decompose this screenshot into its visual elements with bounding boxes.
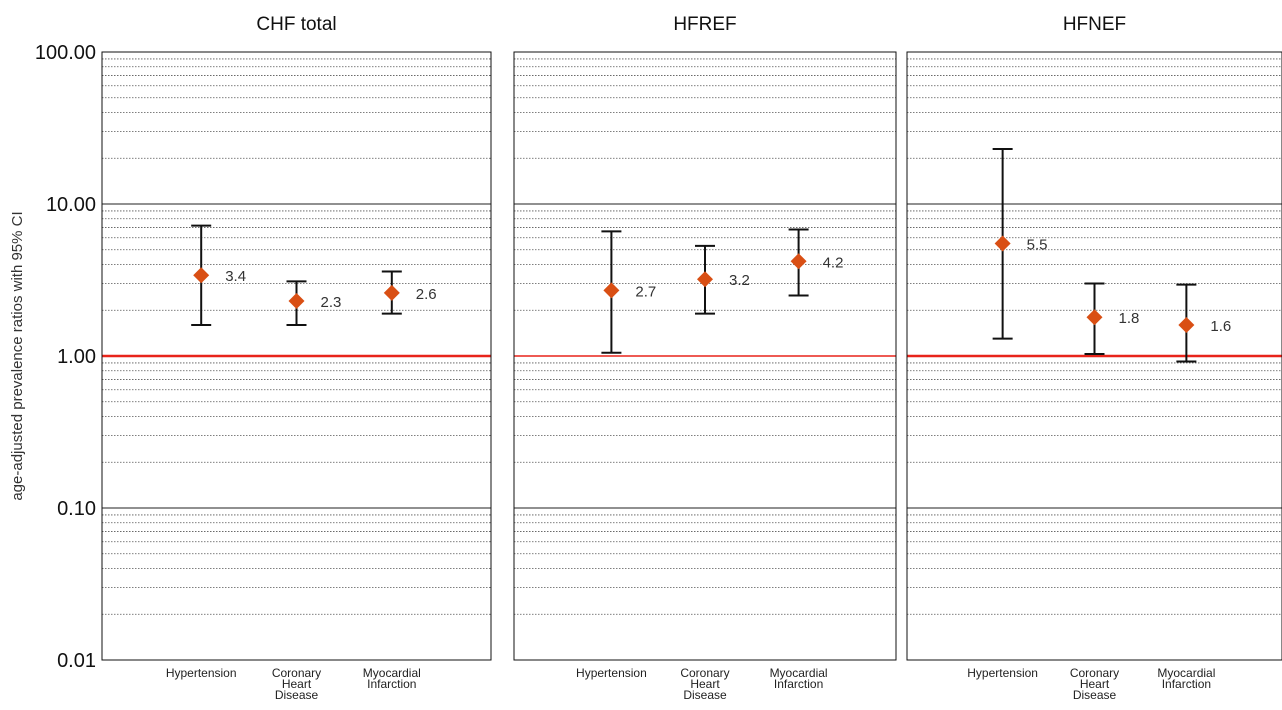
category-label: Coronary [1070, 666, 1119, 680]
category-label: Infarction [367, 677, 416, 691]
y-tick-label: 0.01 [57, 650, 96, 672]
data-label: 2.3 [321, 294, 342, 311]
y-axis-title: age-adjusted prevalence ratios with 95% … [9, 211, 26, 500]
category-label: Coronary [272, 666, 321, 680]
category-label: Hypertension [166, 666, 237, 680]
y-tick-label: 1.00 [57, 346, 96, 368]
data-label: 4.2 [823, 254, 844, 271]
data-point-marker [994, 235, 1011, 252]
category-label: Disease [1073, 688, 1117, 702]
y-tick-label: 100.00 [35, 42, 96, 64]
category-label: Disease [275, 688, 319, 702]
category-label: Infarction [1162, 677, 1211, 691]
panel-title: HFREF [673, 14, 736, 35]
category-label: Heart [1080, 677, 1110, 691]
panel-frame [101, 51, 492, 661]
data-label: 1.8 [1119, 310, 1140, 327]
data-label: 3.4 [225, 268, 246, 285]
category-label: Coronary [680, 666, 729, 680]
data-point-marker [288, 293, 305, 310]
data-label: 5.5 [1027, 236, 1048, 253]
category-label: Myocardial [363, 666, 421, 680]
category-label: Hypertension [967, 666, 1038, 680]
category-label: Heart [690, 677, 720, 691]
y-tick-label: 10.00 [46, 194, 96, 216]
data-point-marker [193, 267, 210, 284]
category-label: Disease [683, 688, 727, 702]
panel-frame [513, 51, 897, 661]
data-point-marker [383, 284, 400, 301]
data-point-marker [697, 271, 713, 288]
category-label: Hypertension [576, 666, 647, 680]
category-label: Myocardial [1157, 666, 1215, 680]
data-point-marker [603, 282, 620, 299]
category-label: Heart [282, 677, 312, 691]
data-label: 2.6 [416, 286, 437, 303]
data-label: 2.7 [635, 283, 656, 300]
data-point-marker [1178, 316, 1195, 333]
panel-title: CHF total [256, 14, 336, 35]
panel-title: HFNEF [1063, 14, 1126, 35]
panel-frame [906, 51, 1282, 661]
data-point-marker [790, 253, 807, 270]
y-tick-label: 0.10 [57, 498, 96, 520]
category-label: Infarction [774, 677, 823, 691]
data-point-marker [1086, 309, 1103, 326]
data-label: 3.2 [729, 272, 750, 289]
category-label: Myocardial [770, 666, 828, 680]
data-label: 1.6 [1210, 318, 1231, 335]
